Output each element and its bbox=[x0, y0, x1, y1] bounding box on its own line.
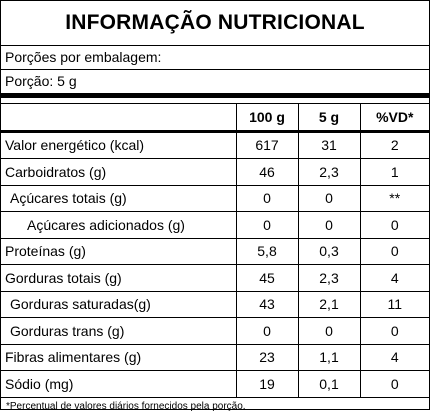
value-100g: 19 bbox=[235, 370, 299, 398]
value-vd: 1 bbox=[359, 158, 429, 186]
value-100g: 0 bbox=[235, 184, 299, 212]
value-vd: 0 bbox=[359, 211, 429, 239]
nutrient-name: Gorduras totais (g) bbox=[1, 264, 237, 292]
table-row: Proteínas (g) 5,8 0,3 0 bbox=[1, 237, 429, 265]
value-portion: 0 bbox=[297, 184, 361, 212]
value-100g: 617 bbox=[235, 130, 299, 159]
value-vd: 4 bbox=[359, 343, 429, 371]
servings-per-package: Porções por embalagem: bbox=[1, 46, 429, 70]
nutrition-table: 100 g 5 g %VD* Valor energético (kcal) 6… bbox=[1, 103, 429, 398]
value-100g: 45 bbox=[235, 264, 299, 292]
nutrient-name: Carboidratos (g) bbox=[1, 158, 237, 186]
serving-size: Porção: 5 g bbox=[1, 70, 429, 98]
value-vd: 0 bbox=[359, 237, 429, 265]
value-100g: 43 bbox=[235, 290, 299, 318]
nutrient-name: Proteínas (g) bbox=[1, 237, 237, 265]
header-vd: %VD* bbox=[359, 103, 429, 133]
header-blank bbox=[1, 103, 237, 133]
value-portion: 0,1 bbox=[297, 370, 361, 398]
value-portion: 2,3 bbox=[297, 158, 361, 186]
nutrient-name: Açúcares totais (g) bbox=[1, 184, 237, 212]
value-portion: 0,3 bbox=[297, 237, 361, 265]
value-vd: 0 bbox=[359, 370, 429, 398]
footnote: *Percentual de valores diários fornecido… bbox=[6, 400, 246, 412]
value-vd: 2 bbox=[359, 130, 429, 159]
value-vd: ** bbox=[359, 184, 429, 212]
table-row: Açúcares totais (g) 0 0 ** bbox=[1, 184, 429, 212]
header-portion: 5 g bbox=[297, 103, 361, 133]
nutrient-name: Sódio (mg) bbox=[1, 370, 237, 398]
value-portion: 1,1 bbox=[297, 343, 361, 371]
value-vd: 4 bbox=[359, 264, 429, 292]
nutrient-name: Gorduras trans (g) bbox=[1, 317, 237, 345]
value-100g: 46 bbox=[235, 158, 299, 186]
table-row: Fibras alimentares (g) 23 1,1 4 bbox=[1, 343, 429, 371]
nutrient-name: Fibras alimentares (g) bbox=[1, 343, 237, 371]
value-100g: 0 bbox=[235, 211, 299, 239]
value-portion: 2,1 bbox=[297, 290, 361, 318]
nutrient-name: Valor energético (kcal) bbox=[1, 130, 237, 159]
value-100g: 23 bbox=[235, 343, 299, 371]
nutrient-name: Açúcares adicionados (g) bbox=[1, 211, 237, 239]
table-row: Valor energético (kcal) 617 31 2 bbox=[1, 130, 429, 159]
table-row: Gorduras saturadas(g) 43 2,1 11 bbox=[1, 290, 429, 318]
value-portion: 31 bbox=[297, 130, 361, 159]
value-portion: 0 bbox=[297, 317, 361, 345]
value-portion: 2,3 bbox=[297, 264, 361, 292]
value-vd: 0 bbox=[359, 317, 429, 345]
table-row: Açúcares adicionados (g) 0 0 0 bbox=[1, 211, 429, 239]
label-title: INFORMAÇÃO NUTRICIONAL bbox=[1, 1, 429, 46]
table-row: Gorduras trans (g) 0 0 0 bbox=[1, 317, 429, 345]
value-portion: 0 bbox=[297, 211, 361, 239]
table-header-row: 100 g 5 g %VD* bbox=[1, 103, 429, 133]
table-row: Sódio (mg) 19 0,1 0 bbox=[1, 370, 429, 398]
table-row: Carboidratos (g) 46 2,3 1 bbox=[1, 158, 429, 186]
table-row: Gorduras totais (g) 45 2,3 4 bbox=[1, 264, 429, 292]
value-vd: 11 bbox=[359, 290, 429, 318]
nutrient-name: Gorduras saturadas(g) bbox=[1, 290, 237, 318]
value-100g: 5,8 bbox=[235, 237, 299, 265]
header-100g: 100 g bbox=[235, 103, 299, 133]
value-100g: 0 bbox=[235, 317, 299, 345]
